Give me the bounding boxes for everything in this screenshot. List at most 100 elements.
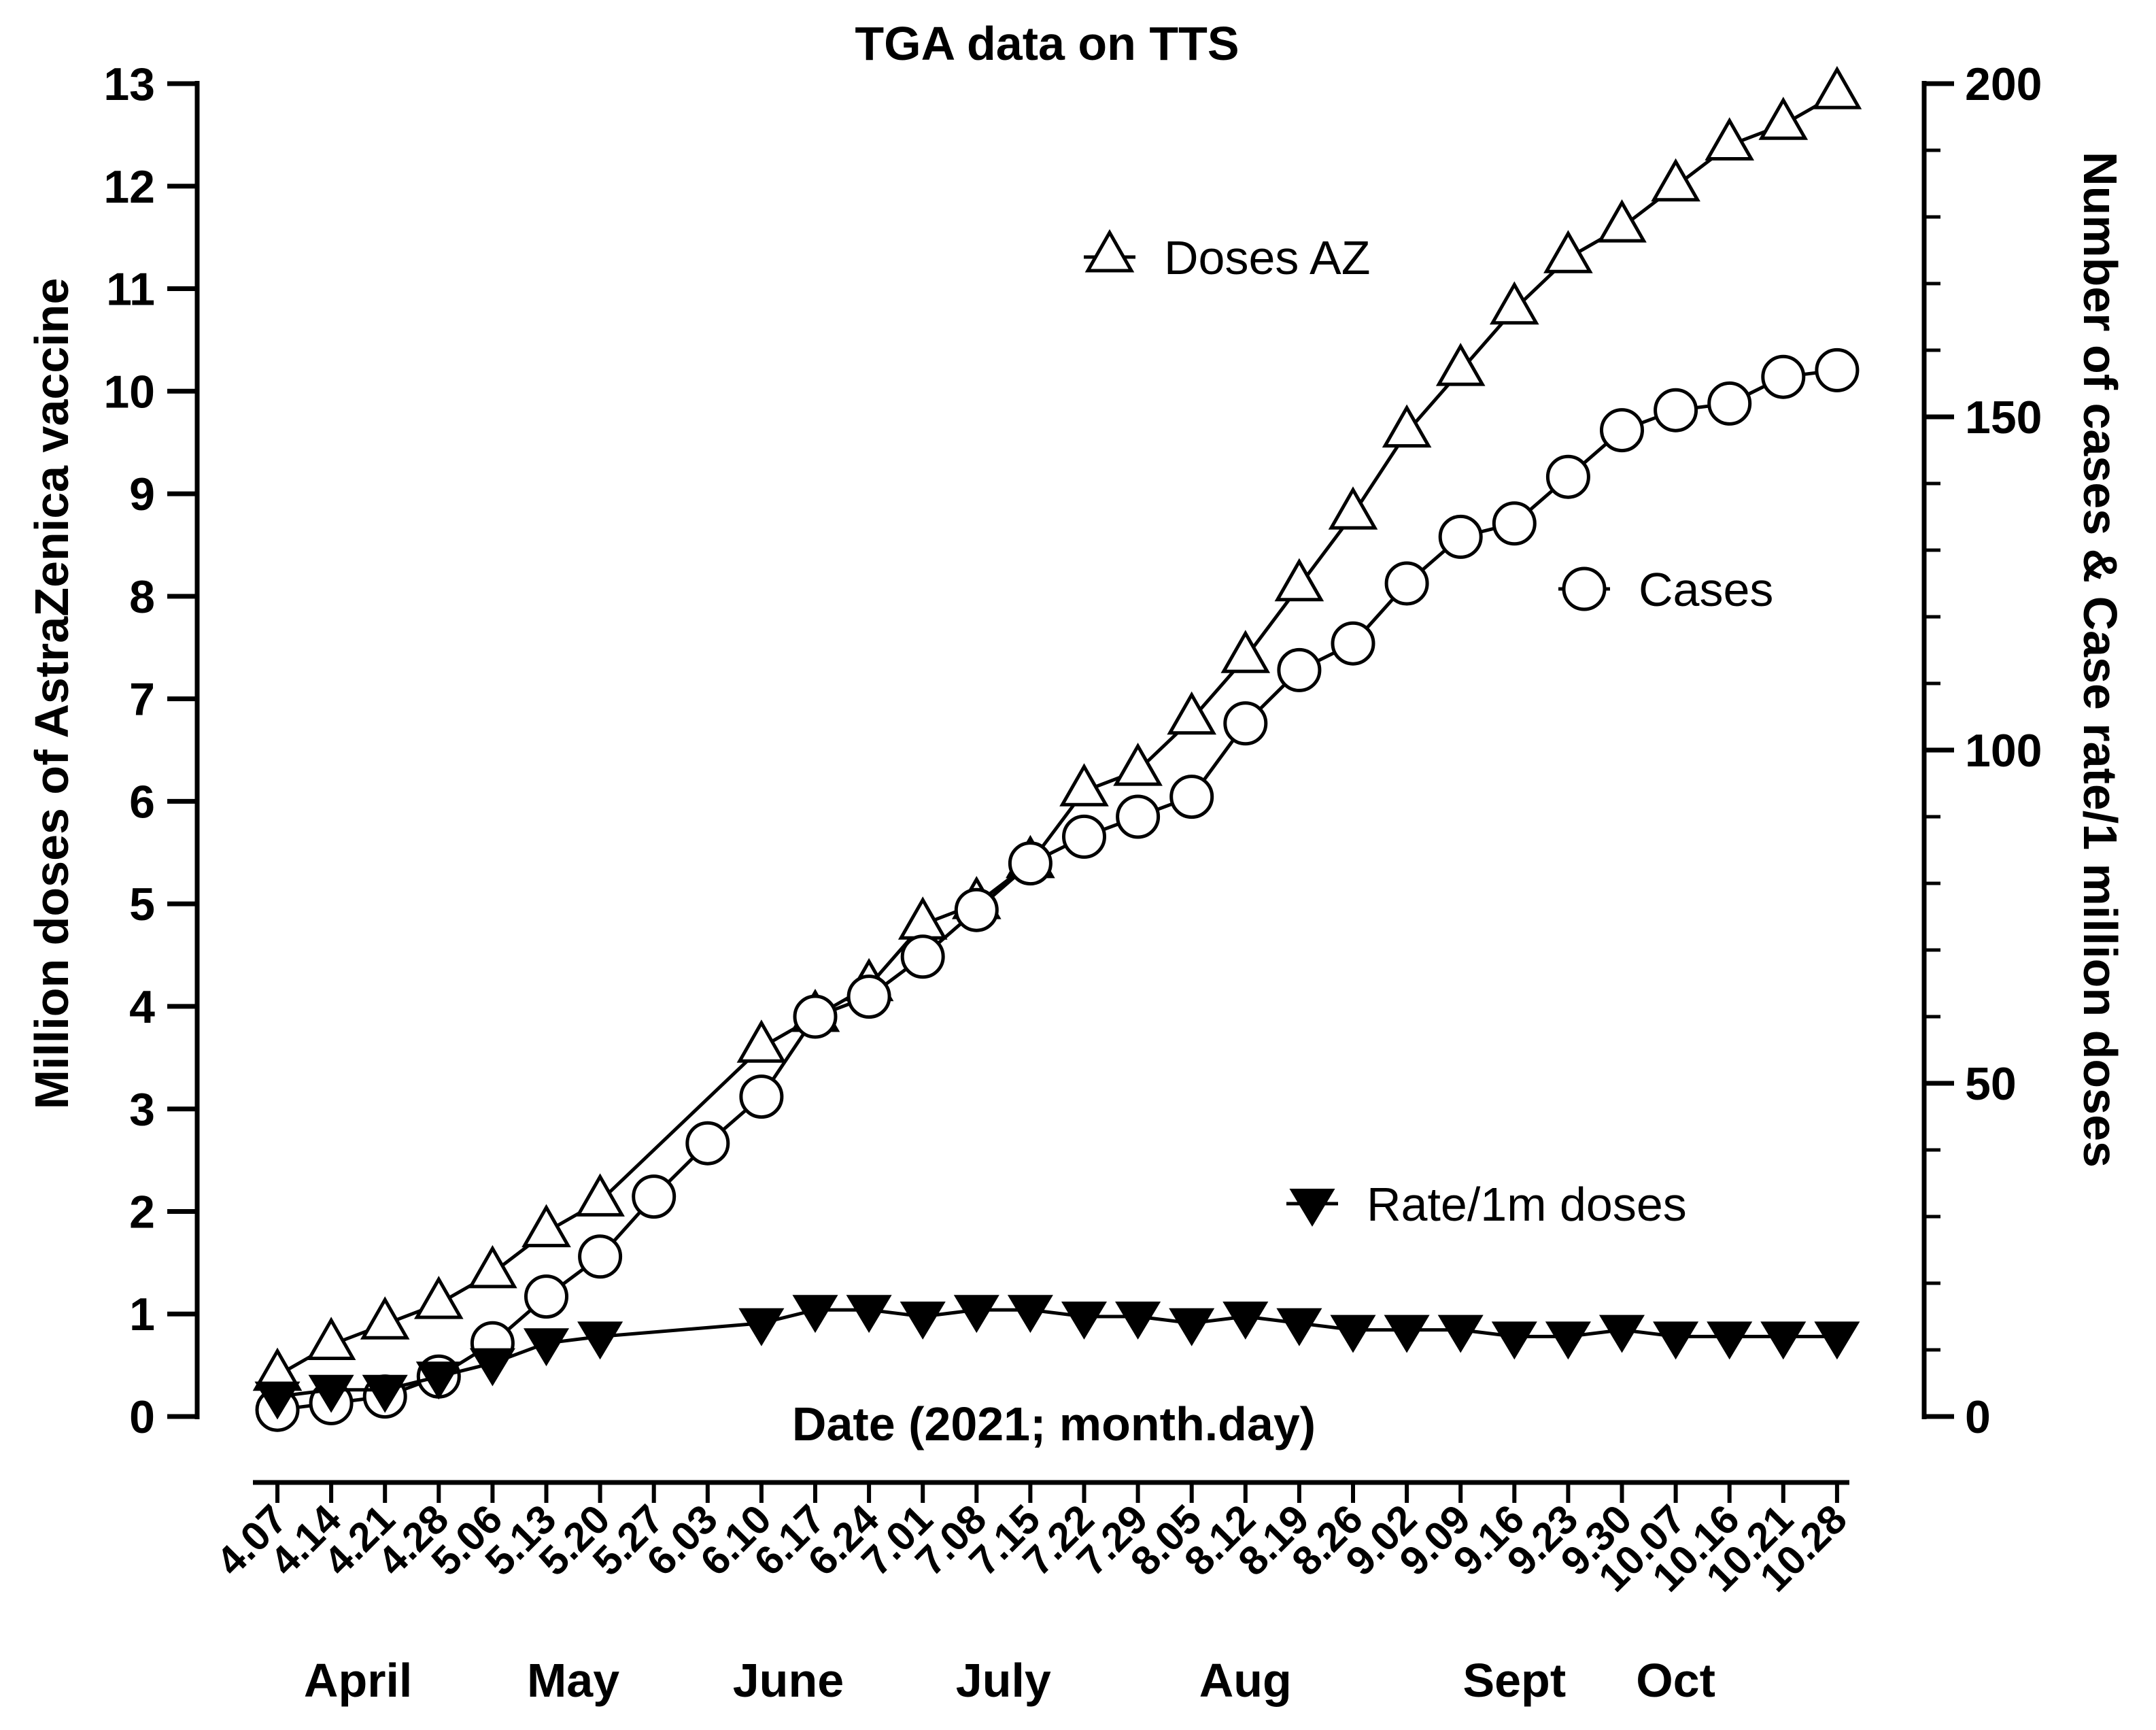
- month-label: Oct: [1636, 1654, 1715, 1707]
- right-tick-label: 50: [1965, 1058, 2017, 1110]
- data-point-rate-1m-doses: [1653, 1321, 1699, 1360]
- data-point-rate-1m-doses: [254, 1381, 301, 1420]
- data-point-doses-az: [1113, 743, 1163, 786]
- right-tick-label: 200: [1965, 58, 2042, 110]
- data-point-doses-az: [1274, 558, 1324, 602]
- data-point-doses-az: [1812, 66, 1862, 109]
- x-axis-label: Date (2021; month.day): [792, 1397, 1316, 1451]
- data-point-rate-1m-doses: [415, 1361, 462, 1400]
- legend-item-rate-1m-doses: Rate/1m doses: [1286, 1178, 1687, 1231]
- data-point-cases: [685, 1121, 730, 1166]
- data-point-rate-1m-doses: [469, 1348, 515, 1387]
- legend-marker: [1084, 228, 1135, 273]
- data-point-rate-1m-doses: [1437, 1315, 1484, 1353]
- legend-marker: [1289, 1189, 1335, 1227]
- month-label: May: [527, 1654, 619, 1707]
- data-point-doses-az: [575, 1173, 625, 1217]
- data-point-rate-1m-doses: [953, 1295, 999, 1334]
- right-tick-label: 100: [1965, 725, 2042, 777]
- left-tick-label: 11: [106, 264, 155, 316]
- data-point-doses-az: [1543, 230, 1593, 273]
- data-point-cases: [1654, 388, 1698, 432]
- data-point-doses-az: [306, 1317, 356, 1360]
- left-tick-label: 0: [129, 1391, 155, 1443]
- legend-label: Cases: [1639, 563, 1773, 616]
- data-point-cases: [632, 1174, 677, 1219]
- legend-item-doses-az: Doses AZ: [1084, 228, 1370, 284]
- month-label: June: [733, 1654, 844, 1707]
- data-point-rate-1m-doses: [1384, 1315, 1430, 1353]
- data-point-cases: [1384, 561, 1429, 606]
- data-point-rate-1m-doses: [1760, 1321, 1807, 1360]
- data-point-rate-1m-doses: [1115, 1302, 1161, 1340]
- data-point-doses-az: [1382, 404, 1432, 448]
- data-point-rate-1m-doses: [1061, 1302, 1108, 1340]
- left-tick-label: 5: [129, 879, 155, 930]
- data-point-cases: [793, 994, 838, 1039]
- data-point-doses-az: [736, 1019, 787, 1063]
- x-axis: 4.074.144.214.285.065.135.205.276.036.10…: [207, 1480, 1855, 1707]
- data-point-doses-az: [1435, 343, 1486, 386]
- data-point-rate-1m-doses: [1169, 1308, 1215, 1346]
- month-label: July: [956, 1654, 1051, 1707]
- data-point-cases: [1223, 701, 1268, 746]
- data-point-doses-az: [1167, 691, 1217, 735]
- legend: Doses AZ Cases Rate/1m doses: [1084, 228, 1773, 1231]
- data-point-rate-1m-doses: [900, 1302, 946, 1340]
- data-point-cases: [524, 1274, 568, 1319]
- left-tick-label: 10: [103, 366, 155, 418]
- data-point-cases: [1277, 647, 1322, 692]
- right-y-axis-label: Number of cases & Case rate/1 million do…: [2074, 152, 2127, 1168]
- data-point-cases: [1545, 454, 1590, 499]
- data-point-rate-1m-doses: [738, 1308, 785, 1346]
- data-point-cases: [1707, 381, 1752, 426]
- data-point-doses-az: [468, 1244, 517, 1289]
- data-point-cases: [1062, 814, 1106, 859]
- left-tick-label: 4: [129, 981, 155, 1033]
- data-point-cases: [739, 1074, 784, 1119]
- left-tick-label: 9: [129, 469, 155, 520]
- data-point-rate-1m-doses: [362, 1374, 408, 1413]
- series-line-doses-az: [276, 92, 1838, 1377]
- data-point-cases: [1169, 775, 1214, 819]
- data-point-rate-1m-doses: [1222, 1302, 1269, 1340]
- data-point-doses-az: [1651, 158, 1700, 202]
- series-line-cases: [277, 368, 1838, 1412]
- data-point-doses-az: [1758, 97, 1809, 140]
- data-point-cases: [954, 887, 999, 932]
- data-point-rate-1m-doses: [1707, 1321, 1753, 1360]
- left-tick-label: 13: [103, 58, 155, 110]
- left-y-axis-label: Million doses of AstraZenica vaccine: [25, 278, 78, 1110]
- data-point-doses-az: [1489, 281, 1539, 325]
- left-tick-label: 12: [103, 161, 155, 213]
- data-point-cases: [1492, 501, 1537, 546]
- data-point-rate-1m-doses: [523, 1328, 570, 1367]
- legend-item-cases: Cases: [1558, 563, 1773, 616]
- data-point-cases: [1815, 347, 1860, 392]
- data-point-rate-1m-doses: [1814, 1321, 1860, 1360]
- data-point-doses-az: [521, 1204, 571, 1248]
- series-rate-1m-doses: [254, 1295, 1860, 1420]
- series-line-rate-1m-doses: [277, 1308, 1837, 1399]
- series-layer: [252, 66, 1862, 1432]
- left-tick-label: 2: [129, 1186, 155, 1238]
- data-point-rate-1m-doses: [1545, 1321, 1591, 1360]
- data-point-rate-1m-doses: [1007, 1295, 1053, 1334]
- data-point-rate-1m-doses: [1330, 1315, 1376, 1353]
- data-point-rate-1m-doses: [792, 1295, 838, 1334]
- data-point-rate-1m-doses: [846, 1295, 892, 1334]
- data-point-doses-az: [1328, 486, 1378, 530]
- legend-label: Rate/1m doses: [1367, 1178, 1687, 1231]
- right-y-axis: 0 50 100 150 200: [1921, 58, 2042, 1443]
- month-label: Aug: [1199, 1654, 1292, 1707]
- left-tick-label: 6: [129, 776, 155, 828]
- data-point-cases: [578, 1234, 623, 1279]
- month-label: April: [304, 1654, 412, 1707]
- data-point-rate-1m-doses: [1598, 1315, 1645, 1353]
- left-tick-label: 7: [129, 674, 155, 726]
- right-tick-label: 150: [1965, 392, 2042, 443]
- data-point-doses-az: [1059, 763, 1109, 807]
- legend-label: Doses AZ: [1164, 231, 1370, 284]
- data-point-doses-az: [360, 1296, 410, 1340]
